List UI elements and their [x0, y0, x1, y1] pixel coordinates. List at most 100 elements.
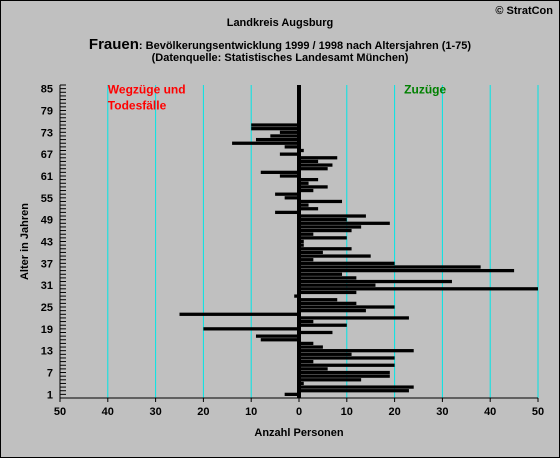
y-tick-label-73: 73 [41, 127, 53, 139]
bar-age-11 [299, 356, 395, 360]
bar-age-45 [299, 232, 314, 236]
bar-age-29 [299, 290, 357, 295]
bar-age-40 [299, 250, 323, 255]
y-tick-label-61: 61 [41, 171, 53, 183]
bar-age-50 [299, 214, 366, 218]
y-tick-label-19: 19 [41, 324, 53, 336]
annotation-wegzuege-line2: Todesfälle [108, 99, 167, 113]
bar-age-66 [299, 156, 338, 160]
bar-age-17 [255, 334, 299, 338]
bar-age-20 [299, 323, 347, 327]
bar-age-52 [299, 207, 319, 211]
bar-series [179, 123, 538, 396]
bar-age-57 [299, 188, 314, 193]
x-tick-label-0: 50 [54, 406, 66, 418]
bar-age-38 [299, 258, 314, 262]
bar-age-55 [284, 196, 299, 200]
copyright-label: © StratCon [495, 5, 553, 17]
bar-age-9 [299, 363, 395, 367]
bar-age-49 [299, 218, 347, 222]
x-tick-label-9: 40 [484, 406, 496, 418]
chart-title-prefix: Frauen [88, 36, 139, 53]
bar-age-12 [299, 352, 352, 356]
bar-age-54 [299, 199, 343, 204]
bar-age-62 [260, 170, 299, 174]
bar-age-23 [179, 312, 299, 316]
bar-age-21 [299, 319, 314, 324]
bar-age-22 [299, 316, 409, 320]
y-tick-label-31: 31 [41, 280, 53, 292]
bar-age-24 [299, 309, 366, 313]
chart-title-source: (Datenquelle: Statistisches Landesamt Mü… [151, 52, 409, 64]
bar-age-32 [299, 279, 452, 284]
y-tick-label-85: 85 [41, 84, 53, 96]
y-tick-label-67: 67 [41, 149, 53, 161]
bar-age-65 [299, 159, 319, 164]
y-tick-label-43: 43 [41, 237, 53, 249]
bar-age-56 [275, 192, 299, 196]
bar-age-69 [284, 145, 299, 149]
bar-age-68 [299, 148, 304, 153]
bar-age-64 [299, 163, 333, 167]
y-ticks: 1 7 13 19 25 31 37 43 49 55 61 67 73 79 85 [41, 84, 66, 401]
annotation-wegzuege-line1: Wegzüge und [108, 83, 186, 97]
bar-age-2 [299, 389, 409, 393]
bar-age-70 [232, 141, 299, 145]
bar-age-33 [299, 276, 357, 280]
x-tick-label-8: 30 [436, 406, 448, 418]
chart-title-region: Landkreis Augsburg [226, 17, 334, 29]
bar-age-16 [260, 338, 299, 342]
bar-age-43 [299, 239, 304, 244]
bar-age-59 [299, 181, 309, 185]
chart-title-main: : Bevölkerungsentwicklung 1999 / 1998 na… [138, 40, 472, 52]
bar-age-5 [299, 378, 362, 382]
bar-age-35 [299, 268, 515, 273]
bar-age-51 [275, 210, 299, 215]
bar-age-63 [299, 167, 328, 171]
bar-age-6 [299, 374, 390, 378]
bar-age-31 [299, 283, 376, 287]
y-tick-label-37: 37 [41, 258, 53, 270]
chart-title: Frauen: Bevölkerungsentwicklung 1999 / 1… [1, 36, 559, 53]
bar-age-44 [299, 236, 347, 240]
bar-age-15 [299, 341, 314, 346]
bar-age-10 [299, 359, 314, 364]
y-tick-label-1: 1 [47, 389, 53, 401]
bar-age-47 [299, 225, 362, 229]
x-tick-label-4: 10 [245, 406, 257, 418]
x-tick-label-7: 20 [388, 406, 400, 418]
gridlines [59, 85, 539, 398]
bar-age-74 [251, 127, 299, 131]
bar-age-58 [299, 185, 328, 189]
bar-age-30 [299, 287, 538, 291]
bar-age-67 [279, 152, 299, 156]
bar-age-4 [299, 381, 304, 386]
bar-age-36 [299, 265, 481, 269]
y-tick-label-25: 25 [41, 302, 53, 314]
bar-age-14 [299, 345, 323, 349]
y-tick-label-79: 79 [41, 105, 53, 117]
x-tick-label-3: 20 [197, 406, 209, 418]
x-axis-label: Anzahl Personen [254, 427, 344, 439]
y-tick-label-7: 7 [47, 368, 53, 380]
bar-age-3 [299, 385, 414, 389]
y-tick-label-55: 55 [41, 193, 53, 205]
bar-age-28 [294, 294, 299, 298]
bar-age-75 [251, 123, 299, 127]
bar-age-61 [279, 174, 299, 178]
bar-age-7 [299, 370, 390, 375]
bar-age-25 [299, 305, 395, 309]
bar-age-71 [255, 137, 299, 142]
bar-age-53 [299, 203, 309, 207]
x-ticks: 50 40 30 20 10 0 10 20 30 40 50 [54, 398, 544, 418]
bar-age-73 [279, 130, 299, 134]
x-tick-label-5: 0 [296, 406, 302, 418]
bar-age-72 [270, 134, 299, 138]
bar-age-41 [299, 247, 352, 251]
x-tick-label-6: 10 [341, 406, 353, 418]
bar-age-42 [299, 243, 304, 247]
bar-age-26 [299, 301, 357, 306]
bar-age-1 [284, 392, 299, 396]
x-tick-label-10: 50 [532, 406, 544, 418]
